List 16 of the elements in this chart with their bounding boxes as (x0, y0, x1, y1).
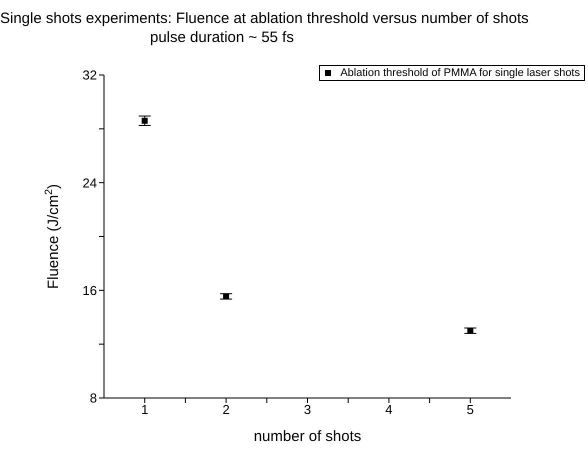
chart-title: Single shots experiments: Fluence at ablation threshold versus number of shots (0, 10, 530, 27)
x-tick-label: 3 (304, 402, 312, 418)
x-axis-title: number of shots (254, 428, 362, 445)
legend-label: Ablation threshold of PMMA for single laser shots (340, 67, 580, 79)
y-tick-label: 24 (82, 175, 97, 190)
y-tick-label: 8 (90, 390, 97, 406)
y-tick-label: 32 (82, 68, 97, 83)
y-tick-label: 16 (82, 282, 97, 298)
x-tick-label: 4 (385, 402, 393, 418)
point (223, 293, 230, 300)
point (142, 118, 148, 124)
x-tick-label: 1 (141, 402, 148, 418)
chart-subtitle: pulse duration ~ 55 fs (150, 29, 294, 46)
point (467, 328, 474, 334)
x-tick-label: 5 (466, 402, 474, 418)
x-tick-label: 2 (222, 402, 230, 418)
